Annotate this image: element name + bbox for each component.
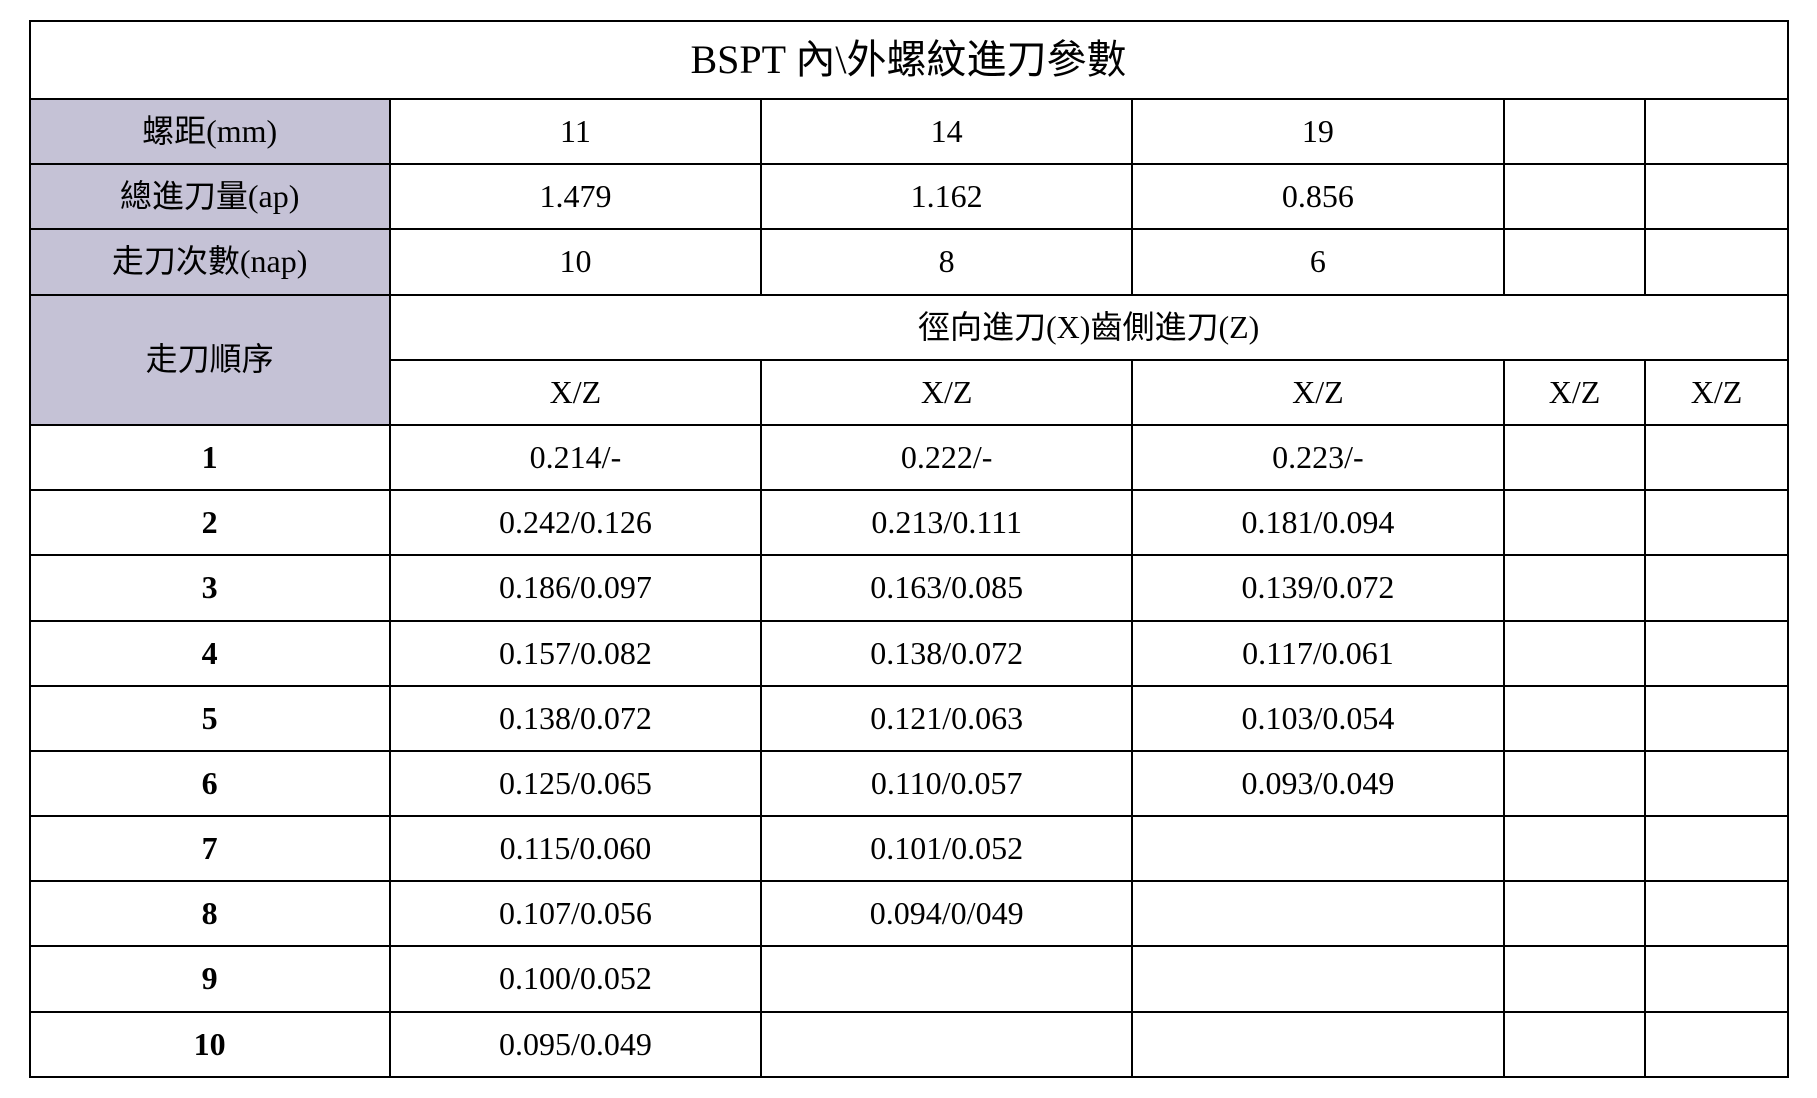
cell (1504, 1012, 1646, 1077)
cell (1504, 621, 1646, 686)
cell: 0.138/0.072 (761, 621, 1132, 686)
table-row: 8 0.107/0.056 0.094/0/049 (30, 881, 1788, 946)
label-total-depth: 總進刀量(ap) (30, 164, 390, 229)
pitch-val-3 (1504, 99, 1646, 164)
cell (761, 1012, 1132, 1077)
cell: 0.115/0.060 (390, 816, 761, 881)
label-pass-order: 走刀順序 (30, 295, 390, 425)
pitch-val-4 (1645, 99, 1787, 164)
table-row: 2 0.242/0.126 0.213/0.111 0.181/0.094 (30, 490, 1788, 555)
pass-count-3 (1504, 229, 1646, 294)
row-num: 10 (30, 1012, 390, 1077)
pass-count-2: 6 (1132, 229, 1503, 294)
cell (1645, 490, 1787, 555)
cell (1504, 425, 1646, 490)
cell (1504, 946, 1646, 1011)
cell (1645, 425, 1787, 490)
pass-count-4 (1645, 229, 1787, 294)
row-num: 1 (30, 425, 390, 490)
table-row: 4 0.157/0.082 0.138/0.072 0.117/0.061 (30, 621, 1788, 686)
table-row: 9 0.100/0.052 (30, 946, 1788, 1011)
total-depth-1: 1.162 (761, 164, 1132, 229)
cell (1504, 555, 1646, 620)
cell: 0.103/0.054 (1132, 686, 1503, 751)
row-num: 2 (30, 490, 390, 555)
col-xz-4: X/Z (1645, 360, 1787, 425)
cell: 0.093/0.049 (1132, 751, 1503, 816)
cell (1645, 621, 1787, 686)
cell (761, 946, 1132, 1011)
cell (1504, 881, 1646, 946)
cell: 0.213/0.111 (761, 490, 1132, 555)
cell: 0.110/0.057 (761, 751, 1132, 816)
cell (1132, 1012, 1503, 1077)
cell: 0.157/0.082 (390, 621, 761, 686)
total-depth-2: 0.856 (1132, 164, 1503, 229)
pitch-val-0: 11 (390, 99, 761, 164)
label-radial-flank: 徑向進刀(X)齒側進刀(Z) (390, 295, 1788, 360)
cell (1645, 881, 1787, 946)
cell: 0.095/0.049 (390, 1012, 761, 1077)
table-row: 1 0.214/- 0.222/- 0.223/- (30, 425, 1788, 490)
total-depth-4 (1645, 164, 1787, 229)
pass-count-0: 10 (390, 229, 761, 294)
row-num: 8 (30, 881, 390, 946)
cell (1645, 816, 1787, 881)
col-xz-1: X/Z (761, 360, 1132, 425)
table-row: 7 0.115/0.060 0.101/0.052 (30, 816, 1788, 881)
table-row: 6 0.125/0.065 0.110/0.057 0.093/0.049 (30, 751, 1788, 816)
pass-count-1: 8 (761, 229, 1132, 294)
cell (1504, 686, 1646, 751)
bspt-thread-feed-table: BSPT 內\外螺紋進刀參數 螺距(mm) 11 14 19 總進刀量(ap) … (29, 20, 1789, 1078)
row-num: 5 (30, 686, 390, 751)
table-row: 3 0.186/0.097 0.163/0.085 0.139/0.072 (30, 555, 1788, 620)
total-depth-3 (1504, 164, 1646, 229)
cell (1645, 751, 1787, 816)
pitch-val-2: 19 (1132, 99, 1503, 164)
total-depth-0: 1.479 (390, 164, 761, 229)
cell (1645, 946, 1787, 1011)
cell: 0.242/0.126 (390, 490, 761, 555)
cell (1504, 490, 1646, 555)
cell (1645, 686, 1787, 751)
cell: 0.138/0.072 (390, 686, 761, 751)
cell: 0.107/0.056 (390, 881, 761, 946)
row-num: 9 (30, 946, 390, 1011)
cell (1504, 816, 1646, 881)
cell: 0.094/0/049 (761, 881, 1132, 946)
cell (1645, 555, 1787, 620)
cell (1132, 946, 1503, 1011)
cell (1132, 881, 1503, 946)
cell: 0.222/- (761, 425, 1132, 490)
cell: 0.186/0.097 (390, 555, 761, 620)
cell: 0.214/- (390, 425, 761, 490)
cell (1132, 816, 1503, 881)
row-num: 4 (30, 621, 390, 686)
cell: 0.181/0.094 (1132, 490, 1503, 555)
row-num: 3 (30, 555, 390, 620)
label-pass-count: 走刀次數(nap) (30, 229, 390, 294)
label-pitch: 螺距(mm) (30, 99, 390, 164)
row-num: 7 (30, 816, 390, 881)
cell (1504, 751, 1646, 816)
cell: 0.101/0.052 (761, 816, 1132, 881)
cell: 0.125/0.065 (390, 751, 761, 816)
table-row: 5 0.138/0.072 0.121/0.063 0.103/0.054 (30, 686, 1788, 751)
cell: 0.139/0.072 (1132, 555, 1503, 620)
row-num: 6 (30, 751, 390, 816)
cell: 0.117/0.061 (1132, 621, 1503, 686)
table-title: BSPT 內\外螺紋進刀參數 (30, 21, 1788, 99)
col-xz-0: X/Z (390, 360, 761, 425)
cell (1645, 1012, 1787, 1077)
table-row: 10 0.095/0.049 (30, 1012, 1788, 1077)
col-xz-2: X/Z (1132, 360, 1503, 425)
col-xz-3: X/Z (1504, 360, 1646, 425)
cell: 0.163/0.085 (761, 555, 1132, 620)
cell: 0.223/- (1132, 425, 1503, 490)
pitch-val-1: 14 (761, 99, 1132, 164)
cell: 0.100/0.052 (390, 946, 761, 1011)
cell: 0.121/0.063 (761, 686, 1132, 751)
